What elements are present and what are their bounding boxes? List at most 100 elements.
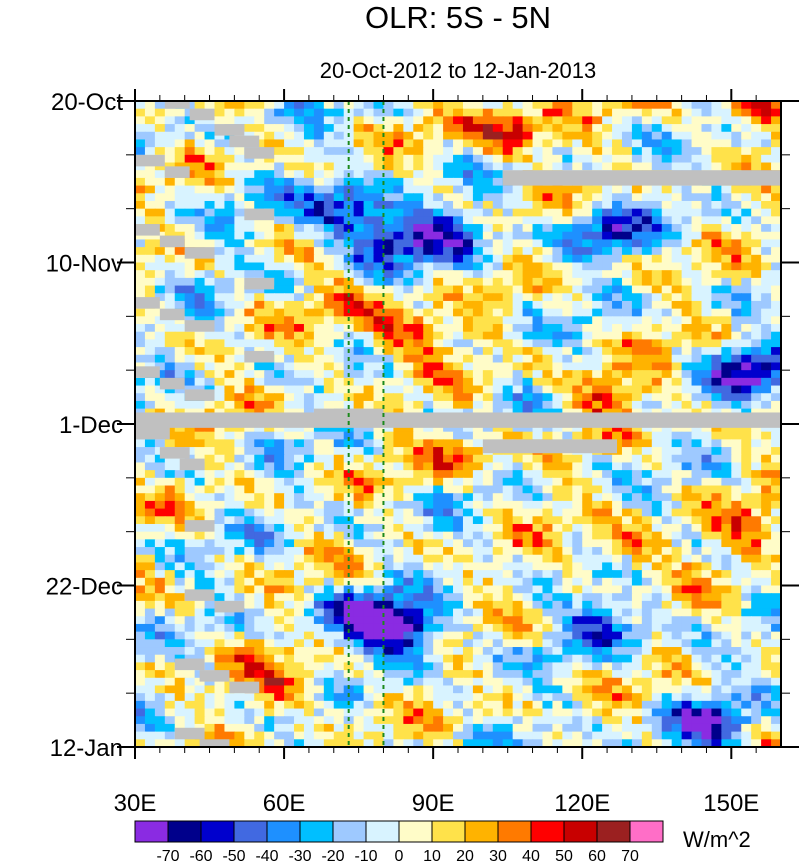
heatmap-cell — [612, 454, 623, 464]
heatmap-cell — [453, 200, 464, 210]
heatmap-cell — [751, 439, 762, 448]
heatmap-cell — [651, 347, 663, 356]
heatmap-cell — [641, 101, 653, 110]
heatmap-cell — [482, 593, 494, 602]
heatmap-cell — [184, 485, 196, 494]
heatmap-cell — [244, 462, 255, 471]
heatmap-cell — [194, 308, 206, 317]
heatmap-cell — [721, 462, 732, 471]
heatmap-cell — [154, 485, 166, 494]
heatmap-cell — [532, 500, 544, 510]
heatmap-cell — [502, 600, 514, 610]
heatmap-cell — [631, 339, 643, 348]
heatmap-cell — [204, 470, 216, 479]
heatmap-cell — [502, 239, 514, 248]
heatmap-cell — [383, 531, 394, 540]
heatmap-cell — [443, 577, 454, 587]
heatmap-cell — [333, 316, 345, 325]
heatmap-cell — [184, 562, 196, 571]
heatmap-cell — [462, 154, 474, 164]
heatmap-cell — [393, 562, 404, 571]
heatmap-cell — [135, 339, 146, 348]
heatmap-cell — [383, 339, 394, 348]
heatmap-cell — [661, 531, 673, 540]
heatmap-cell — [542, 623, 554, 633]
heatmap-cell — [651, 616, 663, 625]
heatmap-cell — [383, 277, 394, 287]
heatmap-cell — [144, 631, 156, 640]
heatmap-cell — [552, 108, 563, 117]
heatmap-cell — [363, 539, 375, 548]
heatmap-cell — [313, 170, 325, 179]
heatmap-cell — [661, 393, 673, 402]
heatmap-cell — [482, 600, 494, 610]
heatmap-cell — [741, 608, 752, 617]
heatmap-cell — [472, 324, 484, 333]
heatmap-cell — [552, 562, 563, 571]
heatmap-cell — [144, 400, 156, 410]
heatmap-cell — [164, 116, 176, 125]
heatmap-cell — [731, 124, 742, 133]
heatmap-cell — [333, 162, 345, 171]
heatmap-cell — [373, 539, 385, 548]
heatmap-cell — [472, 562, 484, 571]
heatmap-cell — [443, 516, 454, 525]
heatmap-cell — [582, 516, 593, 525]
heatmap-cell — [274, 577, 285, 587]
heatmap-cell — [562, 216, 573, 225]
heatmap-cell — [254, 439, 265, 448]
heatmap-cell — [413, 254, 424, 264]
heatmap-cell — [492, 400, 504, 410]
heatmap-cell — [254, 516, 265, 525]
heatmap-cell — [333, 393, 345, 402]
heatmap-cell — [741, 231, 752, 241]
heatmap-cell — [234, 370, 245, 379]
heatmap-cell — [492, 370, 504, 379]
heatmap-cell — [741, 439, 752, 448]
heatmap-cell — [641, 231, 653, 241]
heatmap-cell — [612, 231, 623, 241]
heatmap-cell — [264, 339, 275, 348]
heatmap-cell — [621, 362, 633, 371]
heatmap-cell — [204, 454, 216, 464]
heatmap-cell — [274, 362, 285, 371]
heatmap-cell — [443, 224, 454, 233]
heatmap-cell — [612, 385, 623, 394]
heatmap-cell — [423, 339, 434, 348]
heatmap-cell — [572, 339, 583, 348]
heatmap-cell — [621, 454, 633, 464]
heatmap-cell — [552, 362, 563, 371]
heatmap-cell — [612, 208, 623, 217]
heatmap-cell — [542, 339, 554, 348]
heatmap-cell — [552, 324, 563, 333]
heatmap-cell — [492, 162, 504, 171]
heatmap-cell — [661, 316, 673, 325]
heatmap-cell — [621, 247, 633, 256]
heatmap-cell — [482, 431, 494, 440]
heatmap-cell — [582, 477, 593, 487]
heatmap-cell — [621, 154, 633, 164]
heatmap-cell — [721, 454, 732, 464]
heatmap-cell — [413, 585, 424, 594]
heatmap-cell — [592, 516, 603, 525]
heatmap-cell — [373, 477, 385, 487]
heatmap-cell — [631, 531, 643, 540]
heatmap-cell — [204, 177, 216, 187]
heatmap-cell — [492, 154, 504, 164]
heatmap-cell — [333, 324, 345, 333]
heatmap-cell — [214, 254, 226, 264]
heatmap-cell — [443, 554, 454, 564]
heatmap-cell — [681, 670, 693, 679]
heatmap-cell — [492, 493, 504, 502]
heatmap-cell — [731, 600, 742, 610]
heatmap-cell — [771, 424, 782, 433]
heatmap-cell — [313, 554, 325, 564]
heatmap-cell — [353, 254, 365, 264]
heatmap-cell — [582, 424, 593, 433]
heatmap-cell — [135, 570, 146, 579]
heatmap-cell — [343, 247, 355, 256]
heatmap-cell — [373, 347, 385, 356]
heatmap-cell — [214, 162, 226, 171]
heatmap-cell — [482, 185, 494, 194]
heatmap-cell — [363, 193, 375, 202]
